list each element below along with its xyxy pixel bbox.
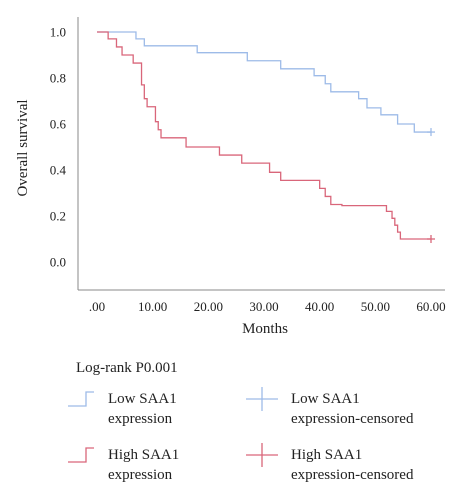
x-tick-label: 60.00 <box>416 299 445 314</box>
x-tick-label: 20.00 <box>194 299 223 314</box>
high-saa1-censored-mark <box>427 235 435 243</box>
y-tick-label: 0.6 <box>50 117 67 132</box>
x-tick-label: 40.00 <box>305 299 334 314</box>
y-tick-label: 1.0 <box>50 25 66 40</box>
x-tick-label: .00 <box>89 299 105 314</box>
axes <box>77 17 445 291</box>
y-tick-label: 0.4 <box>50 163 67 178</box>
y-tick-label: 0.2 <box>50 209 66 224</box>
high-saa1-survival-curve <box>97 31 431 240</box>
y-tick-labels: 0.0 0.2 0.4 0.6 0.8 1.0 <box>50 25 67 270</box>
y-tick-label: 0.8 <box>50 71 66 86</box>
series-group <box>97 31 435 243</box>
y-axis-title: Overall survival <box>15 99 31 196</box>
x-tick-label: 50.00 <box>361 299 390 314</box>
x-tick-labels: .00 10.00 20.00 30.00 40.00 50.00 60.00 <box>89 299 446 314</box>
x-axis-title: Months <box>242 321 288 337</box>
low-saa1-censored-mark <box>427 128 435 137</box>
x-tick-label: 10.00 <box>138 299 167 314</box>
low-saa1-survival-curve <box>97 31 431 133</box>
y-tick-label: 0.0 <box>50 255 66 270</box>
x-tick-label: 30.00 <box>249 299 278 314</box>
